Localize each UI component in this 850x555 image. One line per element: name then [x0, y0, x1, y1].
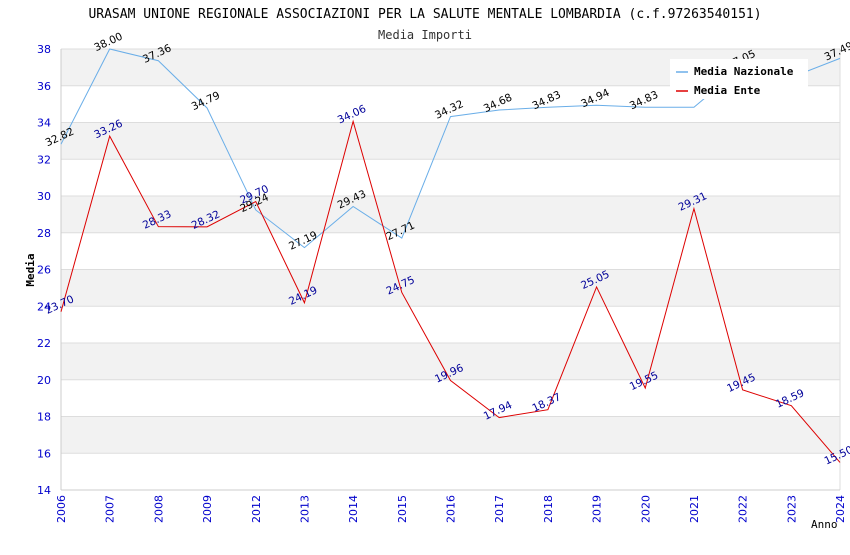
x-tick-label: 2018	[542, 495, 555, 523]
y-tick-label: 38	[37, 43, 51, 56]
x-tick-label: 2015	[396, 495, 409, 523]
x-tick-label: 2008	[152, 495, 165, 523]
y-tick-label: 14	[37, 484, 51, 497]
y-tick-label: 30	[37, 190, 51, 203]
y-axis-label: Media	[24, 253, 37, 286]
y-tick-label: 22	[37, 337, 51, 350]
y-axis-ticks: 14 16 18 20 22 24 26 28 30 32 34 36 38	[37, 43, 51, 497]
x-tick-label: 2021	[688, 495, 701, 523]
y-tick-label: 20	[37, 374, 51, 387]
legend: Media Nazionale Media Ente	[670, 59, 808, 99]
x-tick-label: 2016	[445, 495, 458, 523]
x-tick-label: 2020	[639, 495, 652, 523]
y-tick-label: 18	[37, 411, 51, 424]
grid-band	[61, 453, 840, 490]
legend-box	[670, 59, 808, 99]
x-tick-label: 2022	[737, 495, 750, 523]
x-tick-label: 2013	[298, 495, 311, 523]
grid-band	[61, 159, 840, 196]
y-tick-label: 28	[37, 227, 51, 240]
y-tick-label: 34	[37, 117, 51, 130]
x-axis-label: Anno	[811, 518, 838, 531]
gridlines	[60, 48, 841, 491]
legend-label-media-ente: Media Ente	[694, 84, 761, 97]
x-tick-label: 2007	[104, 495, 117, 523]
y-tick-label: 36	[37, 80, 51, 93]
x-tick-label: 2006	[55, 495, 68, 523]
series-line-1	[60, 119, 841, 463]
grid-band	[61, 416, 840, 454]
x-tick-label: 2019	[591, 495, 604, 523]
grid-band	[61, 122, 840, 160]
y-tick-label: 24	[37, 300, 51, 313]
y-tick-label: 26	[37, 264, 51, 277]
chart-title: URASAM UNIONE REGIONALE ASSOCIAZIONI PER…	[88, 7, 761, 22]
chart-subtitle: Media Importi	[378, 28, 472, 42]
legend-label-media-nazionale: Media Nazionale	[694, 65, 794, 78]
x-tick-label: 2024	[834, 495, 847, 523]
y-tick-label: 16	[37, 447, 51, 460]
grid-bands	[61, 49, 840, 490]
x-tick-label: 2023	[785, 495, 798, 523]
grid-band	[61, 306, 840, 343]
y-tick-label: 32	[37, 153, 51, 166]
grid-band	[61, 232, 840, 270]
grid-band	[61, 343, 840, 380]
x-tick-label: 2014	[347, 495, 360, 523]
x-axis-ticks: 2006 2007 2008 2009 2012 2013 2014 2015 2016 2017…	[55, 495, 847, 523]
x-tick-label: 2009	[201, 495, 214, 523]
grid-band	[61, 379, 840, 417]
x-tick-label: 2012	[250, 495, 263, 523]
grid-band	[61, 269, 840, 307]
x-tick-label: 2017	[493, 495, 506, 523]
